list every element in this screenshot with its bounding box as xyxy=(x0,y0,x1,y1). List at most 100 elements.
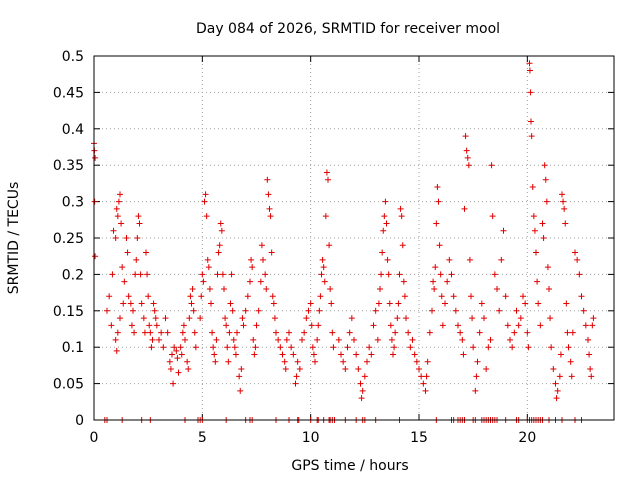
data-point xyxy=(434,184,441,191)
data-point xyxy=(170,380,177,387)
data-point xyxy=(383,220,390,227)
data-point xyxy=(439,322,446,329)
data-point xyxy=(396,271,403,278)
data-point xyxy=(450,293,457,300)
data-point xyxy=(321,278,328,285)
data-point xyxy=(491,271,498,278)
data-point xyxy=(413,358,420,365)
data-point xyxy=(375,300,382,307)
data-point xyxy=(218,227,225,234)
data-point xyxy=(589,322,596,329)
x-tick-label: 10 xyxy=(302,430,320,446)
data-point xyxy=(316,307,323,314)
data-point xyxy=(578,293,585,300)
data-point xyxy=(224,344,231,351)
data-point xyxy=(173,347,180,354)
data-point xyxy=(267,213,274,220)
data-point xyxy=(582,322,589,329)
data-point xyxy=(586,351,593,358)
data-point xyxy=(539,220,546,227)
data-point xyxy=(178,351,185,358)
data-point xyxy=(423,373,430,380)
data-point xyxy=(262,271,269,278)
data-point xyxy=(123,235,130,241)
data-point xyxy=(286,329,292,336)
data-point xyxy=(127,300,134,307)
data-point xyxy=(200,278,207,285)
data-point xyxy=(430,278,437,285)
x-tick-label: 0 xyxy=(90,430,99,446)
data-point xyxy=(187,293,194,300)
data-point xyxy=(160,344,167,351)
data-point xyxy=(344,344,351,351)
data-point xyxy=(489,213,496,220)
data-point xyxy=(251,351,258,358)
data-point xyxy=(269,293,276,300)
data-point xyxy=(530,213,537,220)
data-point xyxy=(542,176,549,183)
data-point xyxy=(260,256,266,263)
data-point xyxy=(537,322,544,329)
data-point xyxy=(162,315,169,322)
data-point xyxy=(399,242,406,249)
data-point xyxy=(432,264,439,271)
data-point xyxy=(226,329,233,336)
data-point xyxy=(380,227,387,234)
data-point xyxy=(335,336,342,343)
data-point xyxy=(266,205,273,212)
data-point xyxy=(91,198,98,205)
data-point xyxy=(255,307,262,314)
data-point xyxy=(459,336,466,343)
data-point xyxy=(206,285,213,292)
data-point xyxy=(247,278,253,285)
data-point xyxy=(273,329,279,336)
data-point xyxy=(394,315,401,322)
data-point xyxy=(400,278,407,285)
y-tick-label: 0.15 xyxy=(53,304,84,320)
data-point xyxy=(469,315,476,322)
data-point xyxy=(470,344,477,351)
data-point xyxy=(457,329,464,336)
data-point xyxy=(557,351,564,358)
data-point xyxy=(355,366,362,373)
data-point xyxy=(128,322,135,329)
data-point xyxy=(213,336,220,343)
data-point xyxy=(358,395,365,402)
data-point xyxy=(212,358,219,365)
data-point xyxy=(118,220,125,227)
data-point xyxy=(368,351,375,358)
data-point xyxy=(153,322,160,329)
data-point xyxy=(378,271,385,278)
data-point xyxy=(329,329,336,336)
data-point xyxy=(158,329,165,336)
data-point xyxy=(364,358,370,365)
data-point xyxy=(250,336,257,343)
data-point xyxy=(531,227,538,234)
data-point xyxy=(121,278,128,285)
data-point xyxy=(398,213,405,220)
y-tick-label: 0.2 xyxy=(62,267,84,283)
grid xyxy=(94,56,614,420)
data-point xyxy=(533,249,539,256)
y-tick-label: 0.05 xyxy=(53,377,84,393)
data-point xyxy=(541,162,548,169)
data-point xyxy=(92,154,99,161)
data-point xyxy=(182,336,188,343)
data-point xyxy=(133,256,140,263)
data-point xyxy=(113,347,120,354)
tick-labels: 0 0.05 0.1 0.15 0.2 0.25 0.3 0.35 0.4 0.45 0.5 0 5 10… xyxy=(53,49,536,446)
data-point xyxy=(564,329,571,336)
data-point xyxy=(167,366,174,373)
data-point xyxy=(190,307,197,314)
data-point xyxy=(522,300,529,307)
data-point xyxy=(348,315,355,322)
data-point xyxy=(444,278,451,285)
data-point xyxy=(401,293,408,300)
data-point xyxy=(299,336,305,343)
data-point xyxy=(568,373,575,380)
data-point xyxy=(236,373,243,380)
data-point xyxy=(275,336,282,343)
data-point xyxy=(463,147,470,154)
data-point xyxy=(314,336,321,343)
data-point xyxy=(185,366,192,373)
